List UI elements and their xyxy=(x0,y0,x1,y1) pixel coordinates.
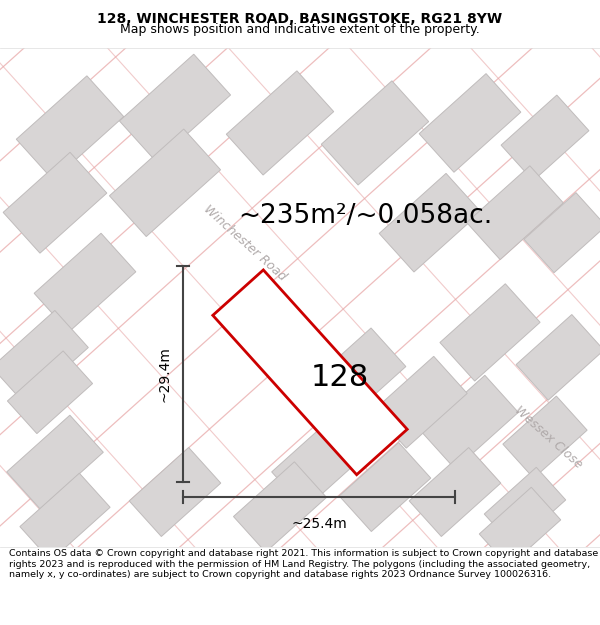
Polygon shape xyxy=(503,396,587,478)
Polygon shape xyxy=(7,415,103,509)
Polygon shape xyxy=(109,129,221,236)
Polygon shape xyxy=(304,328,406,427)
Polygon shape xyxy=(3,152,107,253)
Polygon shape xyxy=(119,54,230,162)
Text: ~25.4m: ~25.4m xyxy=(291,517,347,531)
Polygon shape xyxy=(321,81,429,185)
Polygon shape xyxy=(34,233,136,332)
Polygon shape xyxy=(233,462,326,552)
Polygon shape xyxy=(20,473,110,561)
Text: Wessex Close: Wessex Close xyxy=(512,403,584,471)
Polygon shape xyxy=(440,284,540,381)
Polygon shape xyxy=(213,270,407,475)
Polygon shape xyxy=(272,415,368,509)
Polygon shape xyxy=(7,351,92,434)
Polygon shape xyxy=(484,468,566,547)
Polygon shape xyxy=(339,442,431,531)
Polygon shape xyxy=(226,71,334,175)
Polygon shape xyxy=(501,95,589,181)
Polygon shape xyxy=(516,314,600,400)
Polygon shape xyxy=(129,448,221,536)
Text: Contains OS data © Crown copyright and database right 2021. This information is : Contains OS data © Crown copyright and d… xyxy=(9,549,598,579)
Polygon shape xyxy=(467,166,563,259)
Polygon shape xyxy=(16,76,124,180)
Text: 128, WINCHESTER ROAD, BASINGSTOKE, RG21 8YW: 128, WINCHESTER ROAD, BASINGSTOKE, RG21 … xyxy=(97,12,503,26)
Polygon shape xyxy=(379,173,481,272)
Polygon shape xyxy=(524,192,600,272)
Polygon shape xyxy=(419,74,521,172)
Polygon shape xyxy=(373,356,467,448)
Text: ~29.4m: ~29.4m xyxy=(158,346,172,402)
Text: Map shows position and indicative extent of the property.: Map shows position and indicative extent… xyxy=(120,23,480,36)
Polygon shape xyxy=(409,448,501,536)
Polygon shape xyxy=(479,488,561,567)
Text: Winchester Road: Winchester Road xyxy=(201,202,289,283)
Polygon shape xyxy=(0,311,88,404)
Polygon shape xyxy=(422,375,518,469)
Text: ~235m²/~0.058ac.: ~235m²/~0.058ac. xyxy=(238,202,492,229)
Text: 128: 128 xyxy=(311,362,369,392)
